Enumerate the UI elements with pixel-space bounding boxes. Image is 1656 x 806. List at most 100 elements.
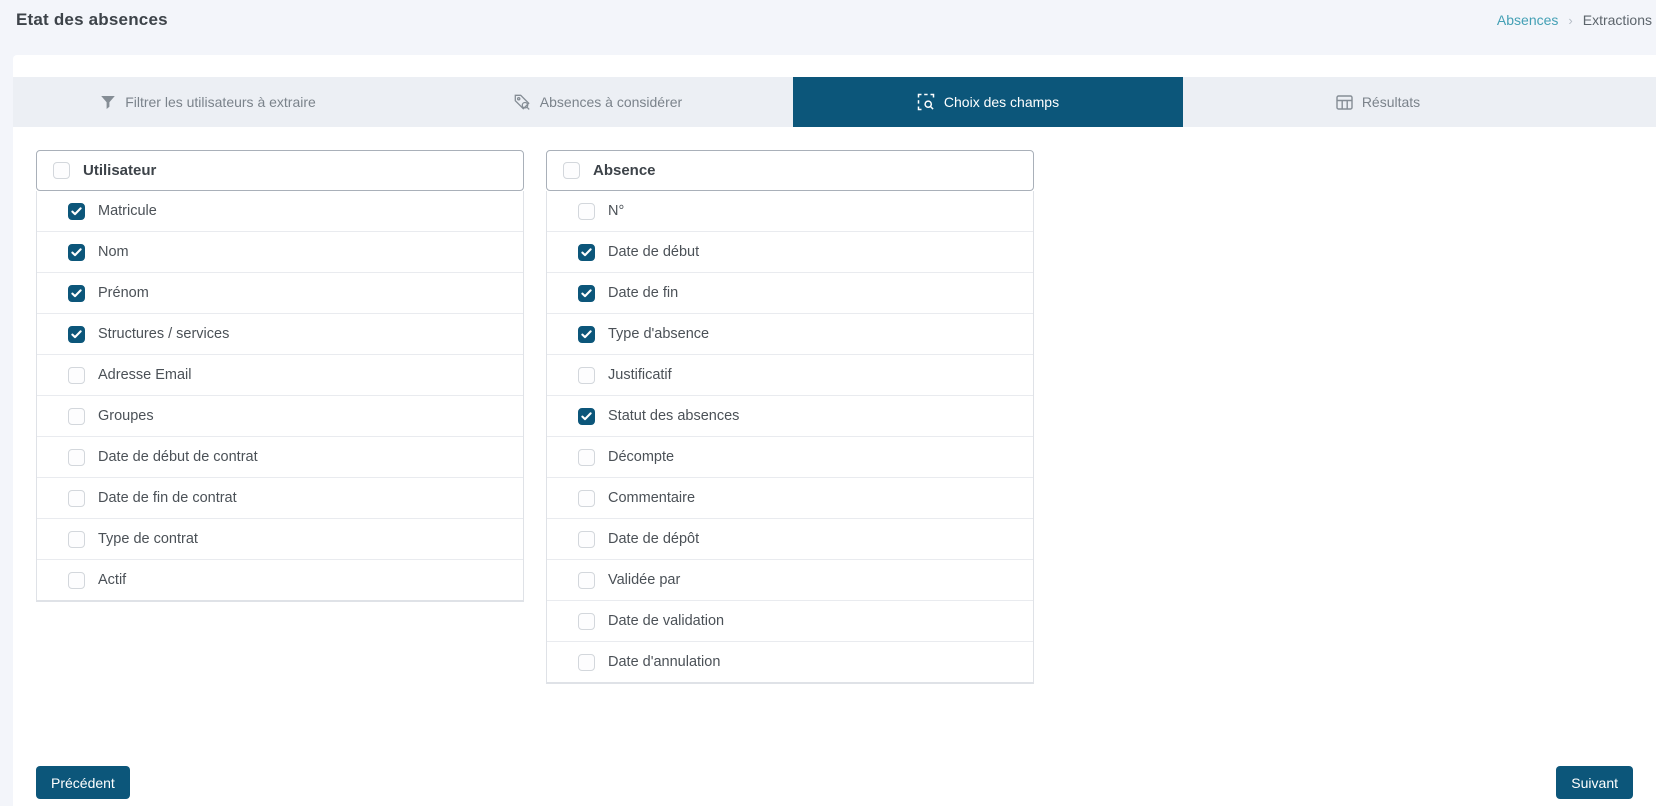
check-icon (581, 411, 592, 420)
field-checkbox[interactable] (578, 612, 595, 630)
field-row[interactable]: Type d'absence (547, 314, 1033, 355)
field-label: Nom (98, 244, 129, 260)
next-button[interactable]: Suivant (1556, 766, 1633, 799)
field-row[interactable]: Statut des absences (547, 396, 1033, 437)
previous-button[interactable]: Précédent (36, 766, 130, 799)
check-icon (71, 288, 82, 297)
field-row[interactable]: Commentaire (547, 478, 1033, 519)
field-label: Prénom (98, 285, 149, 301)
field-select-icon (917, 93, 935, 111)
tab-field-choice[interactable]: Choix des champs (793, 77, 1183, 127)
field-row[interactable]: Adresse Email (37, 355, 523, 396)
panel-title: Absence (593, 162, 656, 179)
field-checkbox[interactable] (68, 325, 85, 343)
check-icon (581, 329, 592, 338)
panel-header[interactable]: Absence (546, 150, 1034, 191)
field-checkbox[interactable] (578, 366, 595, 384)
field-row[interactable]: Date de début de contrat (37, 437, 523, 478)
field-checkbox[interactable] (68, 284, 85, 302)
field-label: Validée par (608, 572, 681, 588)
check-icon (581, 247, 592, 256)
check-icon (71, 329, 82, 338)
field-row[interactable]: N° (547, 191, 1033, 232)
field-row[interactable]: Validée par (547, 560, 1033, 601)
field-label: Date de début (608, 244, 700, 260)
tab-label: Choix des champs (943, 94, 1060, 110)
panel-utilisateur: Utilisateur Matricule Nom Prénom Structu… (36, 150, 524, 602)
page-title: Etat des absences (16, 10, 168, 29)
field-checkbox[interactable] (68, 366, 85, 384)
field-checkbox[interactable] (578, 325, 595, 343)
field-label: Adresse Email (98, 367, 192, 383)
panel-body: N° Date de début Date de fin Type d'abse… (546, 191, 1034, 684)
field-row[interactable]: Prénom (37, 273, 523, 314)
field-row[interactable]: Date de validation (547, 601, 1033, 642)
field-checkbox[interactable] (578, 243, 595, 261)
field-row[interactable]: Justificatif (547, 355, 1033, 396)
field-label: Date d'annulation (608, 654, 721, 670)
field-row[interactable]: Nom (37, 232, 523, 273)
tab-filter-users[interactable]: Filtrer les utilisateurs à extraire (13, 77, 403, 127)
field-label: Type de contrat (98, 531, 198, 547)
tag-search-icon (514, 94, 531, 111)
wizard-footer: Précédent Suivant (36, 766, 1633, 799)
breadcrumb-item-extractions: Extractions (1582, 12, 1652, 28)
field-checkbox[interactable] (578, 407, 595, 425)
field-label: Actif (98, 572, 127, 588)
wizard-tab-bar: Filtrer les utilisateurs à extraire Abse… (13, 77, 1656, 127)
field-checkbox[interactable] (68, 571, 85, 589)
field-label: Matricule (98, 203, 157, 219)
field-choice-panels: Utilisateur Matricule Nom Prénom Structu… (13, 127, 1656, 684)
field-row[interactable]: Date de fin de contrat (37, 478, 523, 519)
field-row[interactable]: Matricule (37, 191, 523, 232)
tab-label: Filtrer les utilisateurs à extraire (125, 94, 316, 110)
field-row[interactable]: Date d'annulation (547, 642, 1033, 683)
field-label: Date de validation (608, 613, 725, 629)
chevron-right-icon: › (1568, 12, 1573, 28)
field-row[interactable]: Date de dépôt (547, 519, 1033, 560)
field-checkbox[interactable] (68, 202, 85, 220)
field-label: Date de dépôt (608, 531, 700, 547)
field-checkbox[interactable] (68, 243, 85, 261)
panel-body: Matricule Nom Prénom Structures / servic… (36, 191, 524, 602)
field-label: Type d'absence (608, 326, 710, 342)
field-row[interactable]: Date de début (547, 232, 1033, 273)
select-all-checkbox[interactable] (563, 162, 580, 179)
field-label: N° (608, 203, 625, 219)
field-checkbox[interactable] (68, 407, 85, 425)
field-checkbox[interactable] (68, 489, 85, 507)
panel-absence: Absence N° Date de début Date de fin Typ… (546, 150, 1034, 684)
field-label: Date de fin de contrat (98, 490, 237, 506)
select-all-checkbox[interactable] (53, 162, 70, 179)
breadcrumb-item-absences[interactable]: Absences (1496, 12, 1559, 28)
field-row[interactable]: Actif (37, 560, 523, 601)
field-row[interactable]: Type de contrat (37, 519, 523, 560)
field-checkbox[interactable] (68, 530, 85, 548)
field-checkbox[interactable] (578, 202, 595, 220)
breadcrumb: Absences › Extractions (1497, 12, 1652, 28)
table-icon (1336, 94, 1353, 110)
field-label: Groupes (98, 408, 154, 424)
tab-label: Résultats (1361, 94, 1421, 110)
panel-header[interactable]: Utilisateur (36, 150, 524, 191)
field-row[interactable]: Décompte (547, 437, 1033, 478)
field-label: Structures / services (98, 326, 230, 342)
field-checkbox[interactable] (578, 448, 595, 466)
tab-label: Absences à considérer (539, 94, 683, 110)
field-label: Justificatif (608, 367, 672, 383)
tab-results[interactable]: Résultats (1183, 77, 1573, 127)
field-label: Statut des absences (608, 408, 740, 424)
field-row[interactable]: Structures / services (37, 314, 523, 355)
field-checkbox[interactable] (578, 571, 595, 589)
field-checkbox[interactable] (578, 530, 595, 548)
field-row[interactable]: Date de fin (547, 273, 1033, 314)
field-checkbox[interactable] (578, 284, 595, 302)
panel-title: Utilisateur (83, 162, 157, 179)
check-icon (71, 247, 82, 256)
field-checkbox[interactable] (68, 448, 85, 466)
field-checkbox[interactable] (578, 489, 595, 507)
main-card: Filtrer les utilisateurs à extraire Abse… (13, 55, 1656, 806)
field-checkbox[interactable] (578, 653, 595, 671)
field-row[interactable]: Groupes (37, 396, 523, 437)
tab-absences-to-consider[interactable]: Absences à considérer (403, 77, 793, 127)
